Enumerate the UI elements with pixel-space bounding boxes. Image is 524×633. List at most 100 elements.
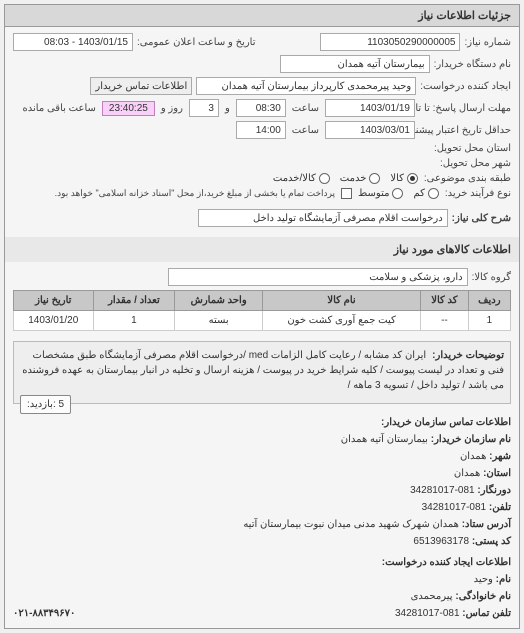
process-label: نوع فرآیند خرید:	[445, 188, 511, 199]
radio-low-label: کم	[413, 188, 424, 199]
response-date: 1403/01/19	[325, 99, 415, 117]
time-label-1: ساعت	[292, 103, 319, 114]
address-v: همدان شهرک شهید مدنی میدان نبوت بیمارستا…	[243, 519, 459, 530]
buyer-contact-button[interactable]: اطلاعات تماس خریدار	[90, 77, 192, 95]
response-until-label: مهلت ارسال پاسخ: تا تاریخ:	[421, 103, 511, 114]
time-remaining: 23:40:25	[102, 101, 155, 116]
panel-title: جزئیات اطلاعات نیاز	[5, 5, 519, 27]
validity-time: 14:00	[236, 121, 286, 139]
th-5: تاریخ نیاز	[14, 291, 94, 311]
details-panel: جزئیات اطلاعات نیاز شماره نیاز: 11030502…	[4, 4, 520, 629]
phone-v: 081-34281017	[422, 502, 487, 513]
topic-label: طبقه بندی موضوعی:	[424, 173, 511, 184]
row-need-title: شرح کلی نیاز: درخواست اقلام مصرفی آزمایش…	[13, 209, 511, 227]
goods-table: ردیف کد کالا نام کالا واحد شمارش تعداد /…	[13, 290, 511, 331]
row-goods-group: گروه کالا: دارو، پزشکی و سلامت	[13, 268, 511, 286]
family-k: نام خانوادگی:	[455, 591, 511, 602]
td-3: بسته	[175, 311, 263, 331]
province-v: همدان	[454, 468, 480, 479]
postal-v: 6513963178	[413, 536, 469, 547]
radio-goods-label: کالا	[390, 173, 404, 184]
announce-label: تاریخ و ساعت اعلان عمومی:	[137, 37, 256, 48]
radio-goods[interactable]: کالا	[390, 173, 418, 184]
views-badge: 5 :بازدید:	[20, 395, 71, 414]
process-note: پرداخت تمام یا بخشی از مبلغ خرید،از محل …	[55, 188, 335, 199]
creator-label: ایجاد کننده درخواست:	[420, 81, 511, 92]
radio-dot-icon	[407, 173, 418, 184]
contact-section: اطلاعات تماس سازمان خریدار: نام سازمان خ…	[5, 408, 519, 628]
goods-body: گروه کالا: دارو، پزشکی و سلامت ردیف کد ک…	[5, 262, 519, 337]
org-name-k: نام سازمان خریدار:	[431, 434, 511, 445]
city-k: شهر:	[489, 451, 511, 462]
row-need-number: شماره نیاز: 1103050290000005 تاریخ و ساع…	[13, 33, 511, 51]
footer-phone: ۰۲۱-۸۸۳۴۹۶۷۰	[13, 605, 75, 622]
org-name-v: بیمارستان آتیه همدان	[341, 434, 428, 445]
goods-group-value: دارو، پزشکی و سلامت	[168, 268, 468, 286]
row-validity: حداقل تاریخ اعتبار پیشنهاد: تا تاریخ: 14…	[13, 121, 511, 139]
row-response-deadline: مهلت ارسال پاسخ: تا تاریخ: 1403/01/19 سا…	[13, 99, 511, 117]
row-topic: طبقه بندی موضوعی: کالا خدمت کالا/خدمت	[13, 173, 511, 184]
fax-v: 081-34281017	[410, 485, 475, 496]
buyer-org-value: بیمارستان آتیه همدان	[280, 55, 430, 73]
th-1: کد کالا	[421, 291, 469, 311]
row-buyer-org: نام دستگاه خریدار: بیمارستان آتیه همدان	[13, 55, 511, 73]
table-header-row: ردیف کد کالا نام کالا واحد شمارش تعداد /…	[14, 291, 511, 311]
td-2: کیت جمع آوری کشت خون	[262, 311, 420, 331]
need-number-value: 1103050290000005	[320, 33, 460, 51]
announce-value: 1403/01/15 - 08:03	[13, 33, 133, 51]
row-province: استان محل تحویل:	[13, 143, 511, 154]
creator-section: اطلاعات ایجاد کننده درخواست:	[382, 557, 511, 568]
postal-k: کد پستی:	[472, 536, 511, 547]
phone-k: تلفن:	[489, 502, 511, 513]
family-v: پیرمحمدی	[411, 591, 453, 602]
buyer-notes-box: توضیحات خریدار: ایران کد مشابه / رعایت ک…	[13, 341, 511, 404]
days-and: و	[225, 103, 230, 114]
td-4: 1	[93, 311, 175, 331]
radio-mid-label: متوسط	[358, 188, 389, 199]
row-process: نوع فرآیند خرید: کم متوسط پرداخت تمام یا…	[13, 188, 511, 199]
radio-dot-icon	[319, 173, 330, 184]
creator-value: وحید پیرمحمدی کارپرداز بیمارستان آتیه هم…	[196, 77, 416, 95]
goods-group-label: گروه کالا:	[472, 272, 511, 283]
fax-k: دورنگار:	[477, 485, 511, 496]
radio-both[interactable]: کالا/خدمت	[273, 173, 330, 184]
time-label-2: ساعت	[292, 125, 319, 136]
validity-date: 1403/03/01	[325, 121, 415, 139]
buyer-org-label: نام دستگاه خریدار:	[434, 59, 511, 70]
radio-service[interactable]: خدمت	[340, 173, 381, 184]
table-row: 1 -- کیت جمع آوری کشت خون بسته 1 1403/01…	[14, 311, 511, 331]
cphone-v: 081-34281017	[395, 608, 460, 619]
radio-mid[interactable]: متوسط	[358, 188, 403, 199]
radio-dot-icon	[428, 188, 439, 199]
days-label: روز و	[161, 103, 183, 114]
topic-radio-group: کالا خدمت کالا/خدمت	[273, 173, 418, 184]
remaining-label: ساعت باقی مانده	[23, 103, 96, 114]
need-title-value: درخواست اقلام مصرفی آزمایشگاه تولید داخل	[198, 209, 448, 227]
row-creator: ایجاد کننده درخواست: وحید پیرمحمدی کارپر…	[13, 77, 511, 95]
buyer-notes-label: توضیحات خریدار:	[432, 348, 504, 363]
td-1: --	[421, 311, 469, 331]
td-5: 1403/01/20	[14, 311, 94, 331]
response-time: 08:30	[236, 99, 286, 117]
radio-service-label: خدمت	[340, 173, 367, 184]
province-label: استان محل تحویل:	[434, 143, 511, 154]
th-3: واحد شمارش	[175, 291, 263, 311]
radio-both-label: کالا/خدمت	[273, 173, 316, 184]
radio-low[interactable]: کم	[413, 188, 438, 199]
th-0: ردیف	[468, 291, 510, 311]
need-number-label: شماره نیاز:	[464, 37, 511, 48]
radio-dot-icon	[392, 188, 403, 199]
radio-dot-icon	[369, 173, 380, 184]
process-radio-group: کم متوسط	[358, 188, 439, 199]
cphone-k: تلفن تماس:	[462, 608, 511, 619]
views-value: 5	[59, 399, 65, 410]
treasury-checkbox[interactable]	[341, 188, 352, 199]
contact-title: اطلاعات تماس سازمان خریدار:	[381, 417, 511, 428]
th-4: تعداد / مقدار	[93, 291, 175, 311]
province-k: استان:	[483, 468, 511, 479]
goods-section-title: اطلاعات کالاهای مورد نیاز	[5, 237, 519, 262]
row-city: شهر محل تحویل:	[13, 158, 511, 169]
days-value: 3	[189, 99, 219, 117]
address-k: آدرس ستاد:	[462, 519, 511, 530]
city-label: شهر محل تحویل:	[440, 158, 511, 169]
